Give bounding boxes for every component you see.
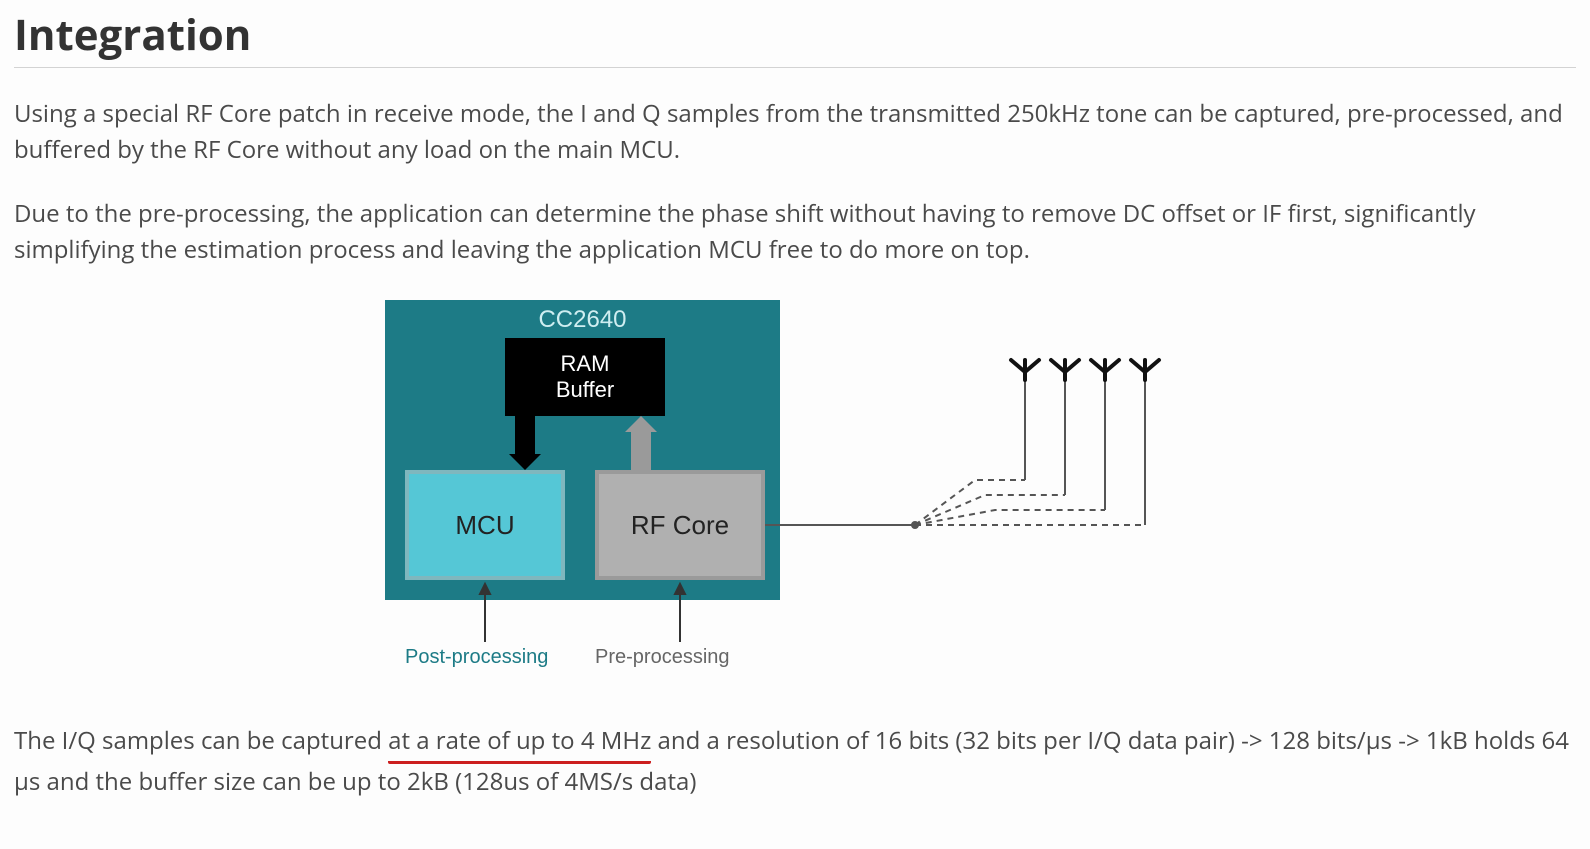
post-processing-label: Post-processing bbox=[405, 646, 548, 669]
hand-underline-annotation: at a rate of up to 4 MHz bbox=[388, 723, 651, 764]
article-section: Integration Using a special RF Core patc… bbox=[0, 0, 1590, 820]
paragraph-2: Due to the pre-processing, the applicati… bbox=[14, 196, 1576, 268]
antenna-icon bbox=[1131, 360, 1159, 380]
ram-buffer-block: RAMBuffer bbox=[505, 338, 665, 416]
rf-trace bbox=[765, 522, 918, 528]
para3-pre: The I/Q samples can be captured bbox=[14, 724, 388, 757]
diagram-container: CC2640 RAMBuffer MCU RF Core bbox=[14, 300, 1576, 695]
chip-label: CC2640 bbox=[385, 306, 780, 334]
mcu-label: MCU bbox=[455, 510, 514, 541]
paragraph-3: The I/Q samples can be captured at a rat… bbox=[14, 723, 1576, 800]
antenna-array-icon bbox=[1011, 360, 1159, 380]
mcu-block: MCU bbox=[405, 470, 565, 580]
block-diagram: CC2640 RAMBuffer MCU RF Core bbox=[385, 300, 1205, 695]
antenna-icon bbox=[1011, 360, 1039, 380]
ram-label: RAMBuffer bbox=[556, 351, 614, 404]
rf-core-label: RF Core bbox=[631, 510, 729, 541]
antenna-icon bbox=[1091, 360, 1119, 380]
paragraph-1: Using a special RF Core patch in receive… bbox=[14, 96, 1576, 168]
rf-core-block: RF Core bbox=[595, 470, 765, 580]
pre-processing-label: Pre-processing bbox=[595, 646, 730, 669]
antenna-fanout bbox=[915, 380, 1145, 525]
antenna-icon bbox=[1051, 360, 1079, 380]
section-heading: Integration bbox=[14, 6, 1576, 68]
